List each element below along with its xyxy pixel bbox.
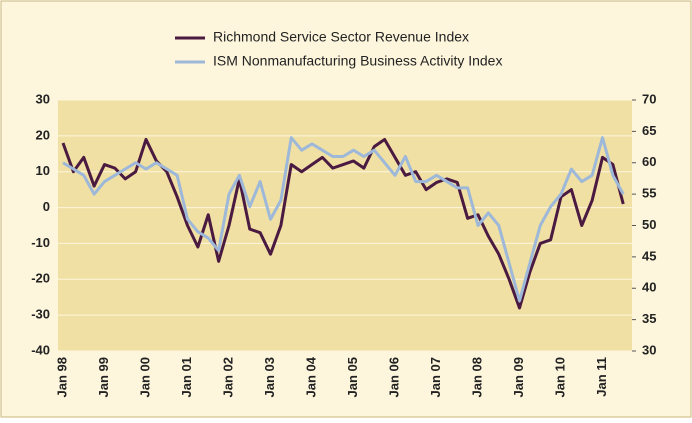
y-tick-label: 0 — [43, 199, 50, 214]
y2-tick-label: 70 — [642, 91, 656, 106]
y2-tick-label: 60 — [642, 154, 656, 169]
series-line — [61, 137, 625, 310]
x-tick-label: Jan 03 — [262, 357, 277, 397]
x-tick-label: Jan 06 — [386, 357, 401, 397]
x-tick-label: Jan 04 — [303, 356, 318, 397]
y-tick-label: -40 — [31, 342, 50, 357]
x-tick-label: Jan 98 — [54, 357, 69, 397]
y-tick-label: 30 — [36, 91, 50, 106]
y2-tick-label: 35 — [642, 311, 656, 326]
y2-tick-label: 40 — [642, 280, 656, 295]
y2-tick-label: 45 — [642, 248, 656, 263]
x-tick-label: Jan 01 — [179, 357, 194, 397]
y-tick-label: -10 — [31, 235, 50, 250]
y-tick-label: -30 — [31, 307, 50, 322]
x-tick-label: Jan 07 — [428, 357, 443, 397]
y2-tick-label: 65 — [642, 123, 656, 138]
plot-area — [58, 100, 632, 351]
x-tick-label: Jan 00 — [137, 357, 152, 397]
legend-label: ISM Nonmanufacturing Business Activity I… — [213, 53, 502, 69]
y-tick-label: 20 — [36, 127, 50, 142]
x-tick-label: Jan 99 — [96, 357, 111, 397]
x-tick-label: Jan 10 — [552, 357, 567, 397]
x-tick-label: Jan 08 — [469, 357, 484, 397]
x-tick-label: Jan 05 — [345, 357, 360, 397]
y2-tick-label: 30 — [642, 342, 656, 357]
y2-tick-label: 50 — [642, 217, 656, 232]
legend-label: Richmond Service Sector Revenue Index — [213, 29, 469, 45]
y-tick-label: 10 — [36, 163, 50, 178]
y-tick-label: -20 — [31, 271, 50, 286]
x-tick-label: Jan 09 — [511, 357, 526, 397]
x-tick-label: Jan 11 — [594, 357, 609, 397]
series-line — [62, 136, 625, 303]
x-tick-label: Jan 02 — [220, 357, 235, 397]
y2-tick-label: 55 — [642, 186, 656, 201]
